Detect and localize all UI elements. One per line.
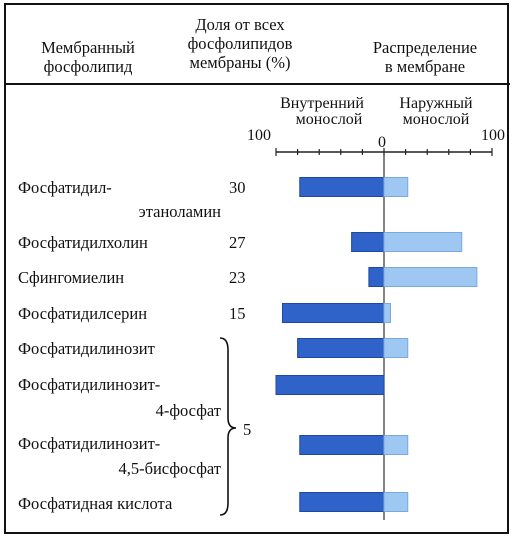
bar-inner-monolayer	[299, 435, 385, 455]
phospholipid-label: Фосфатидилинозит	[18, 339, 155, 358]
phospholipid-label: Фосфатидилсерин	[18, 304, 148, 323]
header-divider	[4, 83, 510, 85]
bar-inner-monolayer	[299, 177, 385, 197]
bar-inner-monolayer	[275, 375, 385, 395]
bar-outer-monolayer	[383, 177, 409, 197]
bar-outer-monolayer	[383, 338, 409, 358]
header-col-distribution-line1: Распределение	[372, 38, 478, 57]
header-col-share-line1: Доля от всех	[195, 15, 285, 34]
bar-outer-monolayer	[383, 232, 463, 252]
phospholipid-label: Фосфатидилинозит-	[18, 375, 161, 394]
bar-outer-monolayer	[383, 267, 478, 287]
header-col-phospholipid: Мембранный фосфолипид	[18, 38, 158, 76]
inner-monolayer-label-line2: монослой	[295, 111, 363, 128]
bar-outer-monolayer	[383, 303, 391, 323]
tick-label-zero: 0	[378, 134, 386, 151]
phospholipid-label: этаноламин	[138, 202, 221, 221]
phospholipid-label: Фосфатидилхолин	[18, 233, 148, 252]
outer-monolayer-label-line2: монослой	[402, 111, 470, 128]
share-value: 23	[229, 268, 246, 287]
phospholipid-label: 4-фосфат	[155, 401, 221, 420]
group-bracket	[219, 337, 237, 516]
header-col-share-line3: мембраны (%)	[189, 53, 291, 72]
bar-outer-monolayer	[383, 492, 409, 512]
outer-monolayer-label: Наружный монослой	[382, 96, 490, 128]
header-col-distribution: Распределение в мембране	[350, 38, 500, 76]
header-col-phospholipid-line1: Мембранный	[41, 38, 135, 57]
share-value: 15	[229, 304, 246, 323]
phospholipid-label: Фосфатидил-	[18, 178, 112, 197]
bar-inner-monolayer	[299, 492, 385, 512]
bar-inner-monolayer	[281, 303, 385, 323]
inner-monolayer-label: Внутренний монослой	[262, 96, 382, 128]
group-share-value: 5	[243, 420, 252, 439]
phospholipid-label: Сфингомиелин	[18, 268, 125, 287]
tick-label-left-100: 100	[247, 127, 271, 144]
bar-outer-monolayer	[383, 435, 409, 455]
bar-inner-monolayer	[368, 267, 385, 287]
share-value: 27	[229, 233, 246, 252]
header-col-share-line2: фосфолипидов	[187, 34, 293, 53]
header-col-phospholipid-line2: фосфолипид	[43, 57, 133, 76]
share-value: 30	[229, 178, 246, 197]
tick-label-right-100: 100	[481, 127, 505, 144]
phospholipid-label: 4,5-бисфосфат	[118, 459, 221, 478]
phospholipid-label: Фосфатидная кислота	[18, 494, 173, 513]
bar-inner-monolayer	[351, 232, 385, 252]
header-col-distribution-line2: в мембране	[384, 57, 466, 76]
figure-frame	[4, 3, 509, 534]
header-col-share: Доля от всех фосфолипидов мембраны (%)	[165, 15, 315, 72]
phospholipid-label: Фосфатидилинозит-	[18, 434, 161, 453]
bar-inner-monolayer	[297, 338, 385, 358]
inner-monolayer-label-line1: Внутренний	[280, 95, 364, 112]
outer-monolayer-label-line1: Наружный	[399, 95, 473, 112]
